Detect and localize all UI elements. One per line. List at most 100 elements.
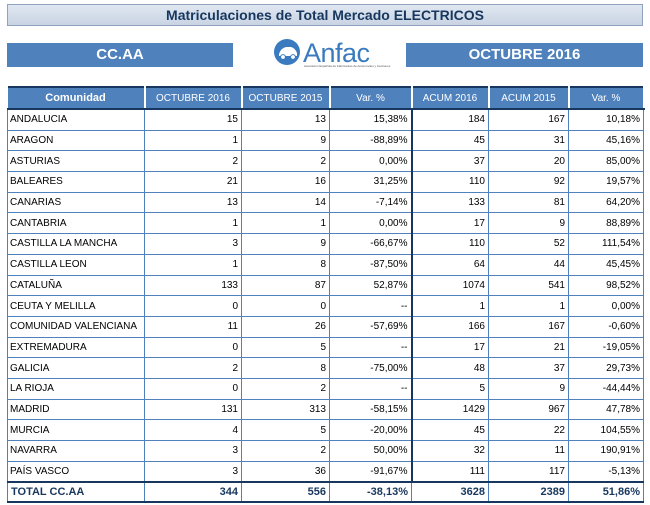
value-cell: 2 [144, 357, 242, 379]
table-row: ARAGON 1 9 -88,89% 45 31 45,16% [7, 130, 644, 152]
value-cell: 1429 [411, 399, 489, 421]
value-cell: 26 [241, 316, 330, 338]
total-cell: 3628 [411, 481, 489, 504]
table-row: PAÍS VASCO 3 36 -91,67% 111 117 -5,13% [7, 461, 644, 483]
value-cell: 1 [144, 254, 242, 276]
value-cell: 9 [241, 233, 330, 255]
table-row: BALEARES 21 16 31,25% 110 92 19,57% [7, 171, 644, 193]
table-row: CEUTA Y MELILLA 0 0 -- 1 1 0,00% [7, 295, 644, 317]
region-name-cell: ASTURIAS [7, 150, 145, 173]
value-cell: 117 [488, 461, 569, 483]
region-name-cell: CANTABRIA [7, 212, 145, 235]
value-cell: 5 [241, 337, 330, 359]
total-cell: 344 [144, 481, 242, 504]
value-cell: 15,38% [329, 109, 413, 131]
value-cell: -5,13% [568, 461, 644, 483]
value-cell: 8 [241, 254, 330, 276]
value-cell: 0,00% [329, 150, 413, 173]
value-cell: 3 [144, 461, 242, 483]
value-cell: -58,15% [329, 399, 413, 421]
region-name-cell: CASTILLA LEON [7, 254, 145, 276]
value-cell: 131 [144, 399, 242, 421]
value-cell: 29,73% [568, 357, 644, 379]
region-name-cell: NAVARRA [7, 440, 145, 462]
value-cell: 64,20% [568, 192, 644, 214]
value-cell: 1 [241, 212, 330, 235]
value-cell: 45 [411, 419, 489, 441]
region-name-cell: ARAGON [7, 130, 145, 152]
value-cell: 31,25% [329, 171, 413, 193]
region-label: CC.AA [7, 43, 233, 67]
logo-text: Anfac [303, 38, 370, 68]
table-row: CATALUÑA 133 87 52,87% 1074 541 98,52% [7, 275, 644, 297]
value-cell: 1 [144, 130, 242, 152]
report-title: Matriculaciones de Total Mercado ELECTRI… [7, 4, 643, 26]
region-name-cell: CATALUÑA [7, 275, 145, 297]
total-row: TOTAL CC.AA 344 556 -38,13% 3628 2389 51… [7, 481, 644, 504]
table-row: ASTURIAS 2 2 0,00% 37 20 85,00% [7, 150, 644, 173]
value-cell: 36 [241, 461, 330, 483]
region-name-cell: PAÍS VASCO [7, 461, 145, 483]
value-cell: 110 [411, 171, 489, 193]
logo-subtitle: Asociación Española de Fabricantes de Au… [304, 64, 391, 68]
value-cell: 9 [241, 130, 330, 152]
value-cell: 87 [241, 275, 330, 297]
table-row: COMUNIDAD VALENCIANA 11 26 -57,69% 166 167 -0,… [7, 316, 644, 338]
value-cell: -- [329, 295, 413, 317]
value-cell: 167 [488, 316, 569, 338]
anfac-logo: Anfac Asociación Española de Fabricantes… [273, 36, 390, 70]
table-row: ANDALUCIA 15 13 15,38% 184 167 10,18% [7, 109, 644, 131]
table-row: CASTILLA LEON 1 8 -87,50% 64 44 45,45% [7, 254, 644, 276]
total-cell: 556 [241, 481, 330, 504]
value-cell: -66,67% [329, 233, 413, 255]
region-name-cell: MURCIA [7, 419, 145, 441]
value-cell: 0,00% [329, 212, 413, 235]
value-cell: 3 [144, 440, 242, 462]
value-cell: 9 [488, 212, 569, 235]
value-cell: 0,00% [568, 295, 644, 317]
table-row: MADRID 131 313 -58,15% 1429 967 47,78% [7, 399, 644, 421]
value-cell: 17 [411, 212, 489, 235]
value-cell: 2 [241, 150, 330, 173]
table-row: LA RIOJA 0 2 -- 5 9 -44,44% [7, 378, 644, 400]
value-cell: -0,60% [568, 316, 644, 338]
value-cell: 11 [144, 316, 242, 338]
value-cell: 16 [241, 171, 330, 193]
value-cell: 1 [411, 295, 489, 317]
value-cell: 8 [241, 357, 330, 379]
value-cell: 45,16% [568, 130, 644, 152]
table-row: CANARIAS 13 14 -7,14% 133 81 64,20% [7, 192, 644, 214]
value-cell: -7,14% [329, 192, 413, 214]
value-cell: 0 [144, 295, 242, 317]
value-cell: 81 [488, 192, 569, 214]
value-cell: 21 [144, 171, 242, 193]
total-cell: 51,86% [568, 481, 644, 504]
value-cell: 5 [411, 378, 489, 400]
value-cell: 52 [488, 233, 569, 255]
car-icon [274, 39, 300, 65]
period-label: OCTUBRE 2016 [406, 43, 643, 67]
header-acum-2016: ACUM 2016 [411, 87, 490, 110]
region-name-cell: ANDALUCIA [7, 109, 145, 131]
value-cell: 37 [488, 357, 569, 379]
value-cell: 1 [144, 212, 242, 235]
value-cell: 52,87% [329, 275, 413, 297]
value-cell: 2 [241, 440, 330, 462]
region-name-cell: MADRID [7, 399, 145, 421]
value-cell: 1074 [411, 275, 489, 297]
value-cell: 541 [488, 275, 569, 297]
value-cell: 167 [488, 109, 569, 131]
header-comunidad: Comunidad [7, 87, 146, 110]
value-cell: 47,78% [568, 399, 644, 421]
value-cell: 0 [241, 295, 330, 317]
total-cell: 2389 [488, 481, 569, 504]
table-row: NAVARRA 3 2 50,00% 32 11 190,91% [7, 440, 644, 462]
value-cell: 133 [411, 192, 489, 214]
header-oct-2015: OCTUBRE 2015 [241, 87, 331, 110]
value-cell: 2 [144, 150, 242, 173]
value-cell: 4 [144, 419, 242, 441]
region-name-cell: COMUNIDAD VALENCIANA [7, 316, 145, 338]
value-cell: 17 [411, 337, 489, 359]
value-cell: -- [329, 337, 413, 359]
value-cell: 10,18% [568, 109, 644, 131]
